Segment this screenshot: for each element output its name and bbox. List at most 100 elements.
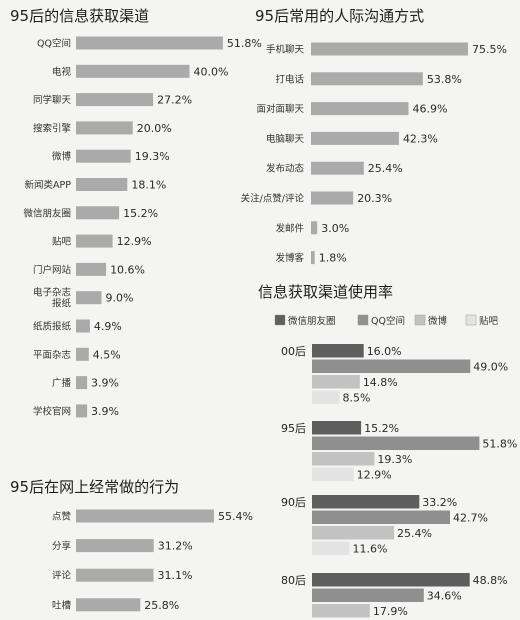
usage-rate-value-label: 34.6% (427, 590, 462, 603)
online-behaviors-title: 95后在网上经常做的行为 (10, 478, 179, 496)
usage-rate-group-label: 80后 (281, 574, 306, 587)
communication-value-label: 42.3% (403, 132, 438, 145)
usage-rate-bar (312, 467, 354, 481)
usage-rate-value-label: 17.9% (373, 605, 408, 618)
legend-label: 微信朋友圈 (288, 315, 336, 327)
channels-bar (76, 36, 223, 50)
online-behaviors-value-label: 31.2% (158, 540, 193, 553)
communication-bar (311, 102, 409, 116)
channels-bar (76, 404, 88, 418)
usage-rate-bar (312, 375, 360, 389)
channels-category-label: 微博 (52, 151, 72, 163)
online-behaviors-category-label: 吐槽 (52, 599, 72, 611)
communication-value-label: 1.8% (319, 252, 347, 265)
channels-category-label: 广播 (52, 377, 72, 389)
usage-rate-bar (312, 359, 471, 373)
usage-rate-value-label: 25.4% (397, 527, 432, 540)
channels-category-label: 电子杂志 (33, 287, 71, 299)
usage-rate-value-label: 51.8% (482, 438, 517, 451)
usage-rate-value-label: 33.2% (422, 496, 457, 509)
channels-bar (76, 64, 190, 78)
online-behaviors-value-label: 25.8% (144, 599, 179, 612)
communication-category-label: 关注/点赞/评论 (241, 193, 305, 205)
communication-value-label: 3.0% (321, 222, 349, 235)
communication-bar (311, 221, 318, 235)
channels-value-label: 19.3% (135, 150, 170, 163)
communication-category-label: 发邮件 (275, 222, 304, 234)
communication-value-label: 53.8% (427, 73, 462, 86)
communication-bar (311, 191, 354, 205)
channels-value-label: 27.2% (157, 94, 192, 107)
communication-category-label: 电脑聊天 (266, 133, 305, 145)
channels-bar (76, 149, 131, 163)
legend-label: QQ空间 (371, 315, 405, 327)
usage-rate-value-label: 16.0% (367, 345, 402, 358)
usage-rate-value-label: 8.5% (342, 392, 370, 405)
online-behaviors-bar (76, 598, 141, 612)
communication-category-label: 面对面聊天 (256, 103, 304, 115)
communication-value-label: 46.9% (413, 103, 448, 116)
channels-category-label: 同学聊天 (33, 94, 72, 106)
channels-category-label: 新闻类APP (25, 179, 72, 191)
channels-value-label: 51.8% (227, 37, 262, 50)
communication-category-label: 打电话 (275, 73, 304, 85)
channels-category-label: 门户网站 (33, 264, 72, 276)
usage-rate-group-label: 90后 (281, 496, 306, 509)
communication-bar (311, 42, 468, 56)
usage-rate-bar (312, 495, 420, 509)
channels-category-label: 纸质报纸 (33, 321, 72, 333)
online-behaviors-bar (76, 539, 154, 553)
legend-label: 贴吧 (479, 315, 499, 327)
channels-category-label: 搜索引擎 (33, 122, 72, 134)
online-behaviors-category-label: 点赞 (52, 511, 72, 523)
communication-category-label: 发博客 (275, 252, 304, 264)
usage-rate-value-label: 11.6% (352, 543, 387, 556)
channels-value-label: 40.0% (193, 65, 228, 78)
legend-swatch (357, 314, 369, 326)
usage-rate-group-label: 00后 (281, 345, 306, 358)
channels-bar (76, 178, 128, 191)
communication-value-label: 25.4% (368, 162, 403, 175)
online-behaviors-value-label: 31.1% (157, 569, 192, 582)
channels-value-label: 15.2% (123, 207, 158, 220)
channels-bar (76, 234, 113, 248)
usage-rate-value-label: 19.3% (377, 453, 412, 466)
usage-rate-bar (312, 573, 470, 587)
channels-bar (76, 291, 102, 305)
channels-category-label: 贴吧 (52, 236, 72, 248)
communication-value-label: 75.5% (472, 43, 507, 56)
usage-rate-group-label: 95后 (281, 422, 306, 435)
channels-value-label: 20.0% (137, 122, 172, 135)
communication-value-label: 20.3% (357, 192, 392, 205)
usage-rate-value-label: 42.7% (453, 512, 488, 525)
usage-rate-bar (312, 541, 350, 555)
communication-category-label: 发布动态 (266, 163, 305, 175)
channels-value-label: 4.5% (93, 348, 121, 361)
channels-value-label: 9.0% (106, 292, 134, 305)
channels-bar (76, 319, 90, 333)
communication-bar (311, 72, 423, 86)
legend-swatch (414, 314, 426, 326)
channels-category-label: 报纸 (52, 298, 72, 310)
channels-bar (76, 262, 107, 276)
usage-rate-bar (312, 390, 340, 404)
channels-value-label: 10.6% (110, 263, 145, 276)
channels-value-label: 12.9% (117, 235, 152, 248)
legend-swatch (274, 314, 286, 326)
channels-bar (76, 121, 133, 135)
usage-rate-bar (312, 526, 395, 540)
channels-category-label: QQ空间 (37, 38, 71, 50)
online-behaviors-value-label: 55.4% (218, 510, 253, 523)
communication-bar (311, 161, 364, 175)
online-behaviors-bar (76, 509, 214, 523)
channels-value-label: 18.1% (131, 179, 166, 192)
communication-title: 95后常用的人际沟通方式 (255, 7, 424, 25)
usage-rate-value-label: 48.8% (473, 574, 508, 587)
online-behaviors-category-label: 分享 (52, 540, 71, 552)
communication-category-label: 手机聊天 (266, 44, 305, 56)
channels-bar (76, 347, 89, 361)
communication-bar (311, 251, 315, 265)
usage-rate-title: 信息获取渠道使用率 (258, 283, 393, 301)
